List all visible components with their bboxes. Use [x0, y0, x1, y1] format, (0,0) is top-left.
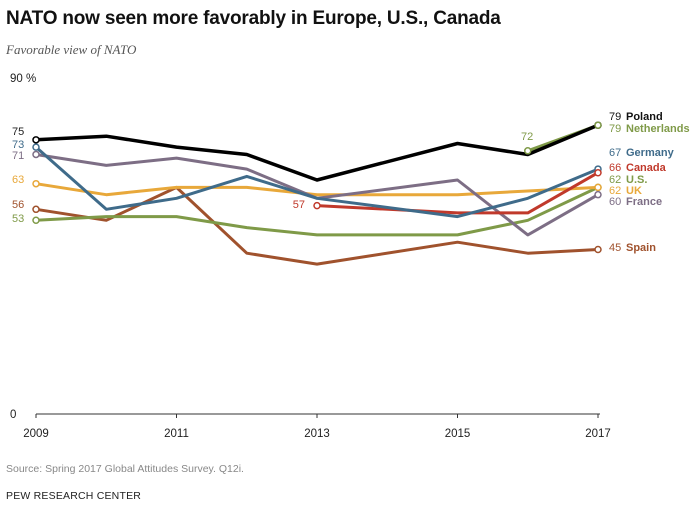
start-value-label: 75 [12, 126, 24, 138]
start-value-label: 72 [521, 131, 533, 143]
start-value-label: 56 [12, 199, 24, 211]
series-name-label: Spain [626, 242, 656, 254]
x-tick-label: 2013 [304, 428, 330, 440]
marker-start-netherlands [524, 147, 532, 155]
series-name-label: France [626, 196, 662, 208]
chart-title: NATO now seen more favorably in Europe, … [6, 8, 501, 29]
marker-end-netherlands [594, 121, 602, 129]
start-value-label: 63 [12, 174, 24, 186]
series-name-label: Canada [626, 162, 667, 174]
end-value-label: 66 [609, 162, 621, 174]
series-line-france [34, 153, 600, 237]
end-value-label: 62 [609, 174, 621, 186]
marker-start-germany [32, 143, 40, 151]
marker-start-poland [32, 136, 40, 144]
end-value-label: 79 [609, 123, 621, 135]
chart-subtitle: Favorable view of NATO [6, 42, 137, 57]
marker-start-canada [313, 201, 321, 210]
marker-start-spain [32, 205, 40, 214]
series-line-spain [34, 185, 600, 266]
series-line-poland [34, 123, 600, 182]
start-value-label: 73 [12, 139, 24, 151]
x-tick-label: 2011 [164, 428, 189, 440]
series-name-label: UK [626, 185, 642, 197]
end-value-label: 67 [609, 147, 621, 159]
y-tick-label: 0 [10, 409, 16, 421]
start-value-label: 57 [293, 199, 305, 211]
x-tick-label: 2009 [23, 428, 49, 440]
start-value-label: 53 [12, 213, 24, 225]
start-value-label: 71 [12, 150, 24, 162]
series-line-us [34, 185, 600, 237]
series-name-label: U.S. [626, 174, 647, 186]
end-value-label: 79 [609, 111, 621, 123]
series-name-label: Poland [626, 111, 663, 123]
series-line-germany [34, 145, 600, 219]
marker-end-spain [594, 245, 602, 254]
marker-end-france [594, 190, 602, 199]
y-tick-label: 90 % [10, 73, 36, 85]
x-tick-label: 2017 [585, 428, 611, 440]
end-value-label: 45 [609, 242, 621, 254]
marker-start-france [32, 150, 40, 159]
series-name-label: Netherlands [626, 123, 690, 135]
marker-start-uk [32, 179, 40, 188]
x-tick-label: 2015 [445, 428, 471, 440]
series-line-uk [34, 182, 600, 197]
end-value-label: 62 [609, 185, 621, 197]
series-name-label: Germany [626, 147, 675, 159]
series-line-canada [315, 171, 600, 215]
line-chart: 90 % 0 2009 2011 2013 2015 2017 75 72 73 57 53 63 71 5… [10, 73, 690, 440]
marker-start-us [32, 216, 40, 225]
source-note: Source: Spring 2017 Global Attitudes Sur… [6, 463, 244, 475]
marker-end-canada [594, 168, 602, 177]
marker-end-uk [594, 183, 602, 192]
brand-footer: PEW RESEARCH CENTER [6, 490, 142, 502]
end-value-label: 60 [609, 196, 621, 208]
